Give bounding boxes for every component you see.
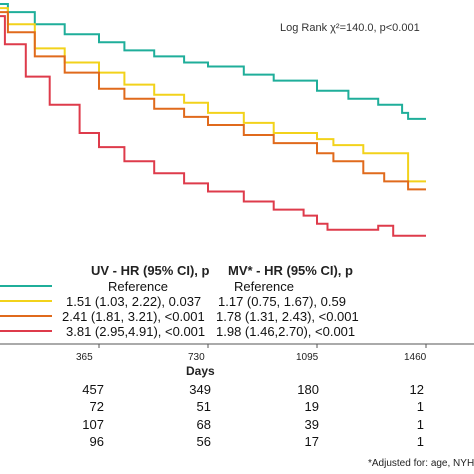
risk-cell: 19: [304, 399, 319, 414]
uv-cell-row-2: 1.51 (1.03, 2.22), 0.037: [66, 294, 202, 309]
survival-curve-2: [0, 7, 426, 183]
risk-cell: 107: [82, 417, 104, 432]
risk-cell: 39: [304, 417, 319, 432]
risk-cell: 349: [189, 382, 211, 397]
uv-cell-row-4: 3.81 (2.95,4.91), <0.001: [66, 324, 206, 339]
survival-curve-1: [0, 3, 426, 120]
risk-cell: 17: [304, 434, 319, 449]
risk-cell: 180: [297, 382, 319, 397]
risk-cell: 56: [196, 434, 211, 449]
footnote: *Adjusted for: age, NYHA: [368, 458, 474, 469]
survival-curves: [0, 3, 426, 237]
risk-cell: 457: [82, 382, 104, 397]
risk-cell: 1: [416, 434, 424, 449]
uv-header: UV - HR (95% CI), p: [91, 263, 210, 278]
legend-lines: [0, 285, 52, 332]
risk-cell: 68: [196, 417, 211, 432]
risk-cell: 51: [196, 399, 211, 414]
survival-curve-3: [0, 11, 426, 191]
risk-cell: 1: [416, 399, 424, 414]
log-rank-annotation: Log Rank χ²=140.0, p<0.001: [280, 22, 420, 34]
uv-cell-row-1: Reference: [108, 279, 168, 294]
x-axis-ticks: [98, 344, 427, 348]
x-tick-label: 1460: [404, 352, 427, 363]
mv-header: MV* - HR (95% CI), p: [228, 263, 353, 278]
mv-cell-row-4: 1.98 (1.46,2.70), <0.001: [216, 324, 356, 339]
x-tick-label: 365: [76, 352, 93, 363]
x-tick-label: 730: [188, 352, 205, 363]
mv-cell-row-3: 1.78 (1.31, 2.43), <0.001: [216, 309, 359, 324]
risk-cell: 1: [416, 417, 424, 432]
x-axis-label: Days: [186, 364, 215, 378]
risk-cell: 96: [89, 434, 104, 449]
mv-cell-row-1: Reference: [234, 279, 294, 294]
survival-curve-4: [0, 15, 426, 237]
mv-cell-row-2: 1.17 (0.75, 1.67), 0.59: [218, 294, 346, 309]
x-tick-label: 1095: [296, 352, 319, 363]
uv-cell-row-3: 2.41 (1.81, 3.21), <0.001: [62, 309, 205, 324]
risk-cell: 72: [89, 399, 104, 414]
risk-cell: 12: [409, 382, 424, 397]
